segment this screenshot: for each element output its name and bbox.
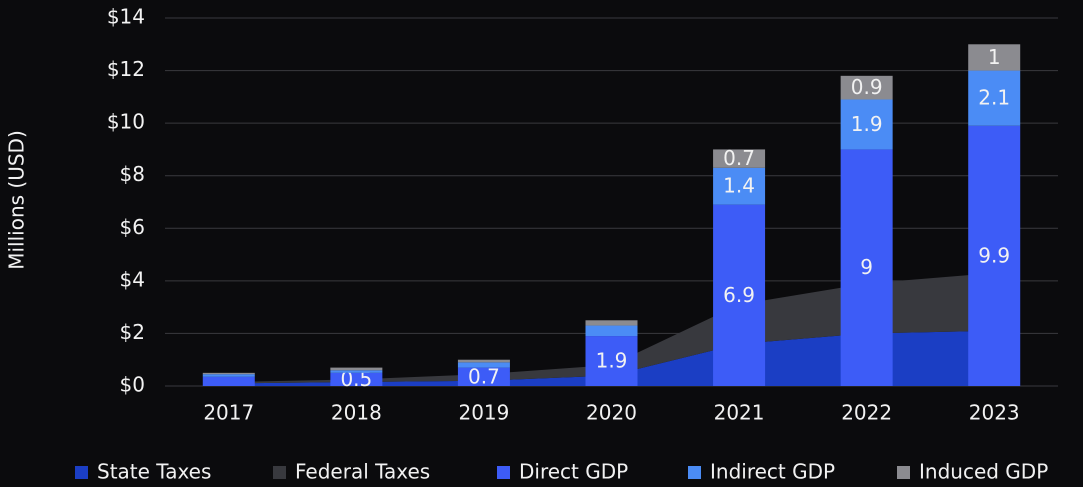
bar-segment (330, 367, 383, 371)
legend-swatch (688, 466, 701, 479)
data-label: 0.7 (468, 364, 500, 388)
y-tick-label: $12 (107, 57, 145, 81)
y-tick-label: $6 (120, 215, 145, 239)
y-tick-label: $4 (120, 267, 145, 291)
data-label: 1.9 (596, 349, 628, 373)
data-label: 0.7 (723, 146, 755, 170)
bar-segment (968, 44, 1021, 71)
bar-segment (840, 99, 893, 150)
data-label: 1.9 (851, 112, 883, 136)
legend-label: Direct GDP (519, 460, 628, 484)
legend-label: Indirect GDP (710, 460, 835, 484)
area (228, 330, 995, 386)
bar-segment (585, 325, 638, 337)
area (228, 272, 995, 384)
legend-swatch (75, 466, 88, 479)
y-tick-label: $14 (107, 5, 145, 29)
bar-segment (202, 376, 255, 386)
y-tick-label: $8 (120, 162, 145, 186)
data-label: 2.1 (978, 86, 1010, 110)
data-label: 1 (988, 45, 1001, 69)
bar-segment (968, 70, 1021, 126)
bar-segment (330, 372, 383, 386)
legend-swatch (897, 466, 910, 479)
legend-swatch (273, 466, 286, 479)
bar-segment (457, 359, 510, 363)
y-tick-label: $2 (120, 320, 145, 344)
bar-segment (330, 370, 383, 373)
bar-segment (713, 204, 766, 386)
bar-segment (202, 372, 255, 375)
bar-segment (457, 367, 510, 386)
bar-segment (585, 336, 638, 386)
y-tick-label: $0 (120, 373, 145, 397)
data-label: 6.9 (723, 283, 755, 307)
x-tick-label: 2020 (586, 401, 637, 425)
x-tick-label: 2018 (331, 401, 382, 425)
legend-label: Induced GDP (919, 460, 1048, 484)
legend-swatch (497, 466, 510, 479)
bar-segment (840, 149, 893, 386)
y-tick-label: $10 (107, 110, 145, 134)
bar-segment (202, 374, 255, 377)
data-label: 1.4 (723, 174, 755, 198)
bar-segment (585, 320, 638, 326)
x-tick-label: 2022 (841, 401, 892, 425)
legend-label: Federal Taxes (295, 460, 430, 484)
x-tick-label: 2023 (969, 401, 1020, 425)
bar-segment (713, 149, 766, 168)
data-label: 9.9 (978, 243, 1010, 267)
x-tick-label: 2021 (714, 401, 765, 425)
bar-segment (713, 167, 766, 205)
x-tick-label: 2019 (458, 401, 509, 425)
bar-segment (968, 125, 1021, 387)
data-label: 9 (860, 255, 873, 279)
bar-segment (457, 362, 510, 368)
legend-label: State Taxes (97, 460, 211, 484)
data-label: 0.9 (851, 75, 883, 99)
x-tick-label: 2017 (203, 401, 254, 425)
bar-segment (840, 75, 893, 100)
y-axis-title: Millions (USD) (5, 130, 29, 270)
